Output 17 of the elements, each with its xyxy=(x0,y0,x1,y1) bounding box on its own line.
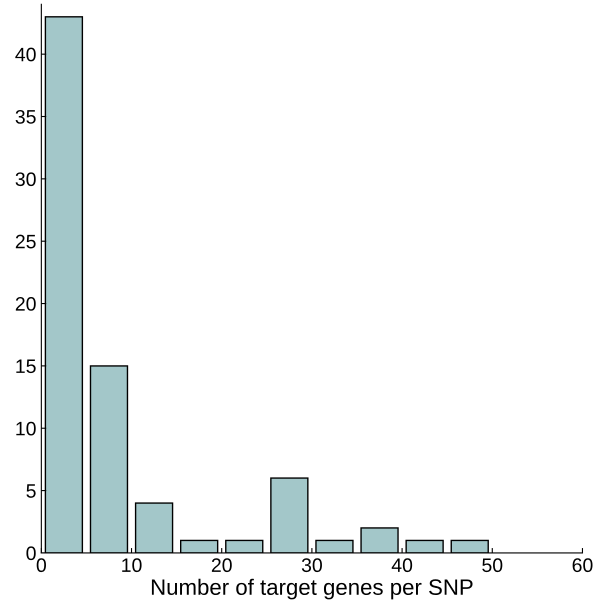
y-tick-label: 25 xyxy=(16,234,36,248)
x-tick-label: 20 xyxy=(212,558,232,572)
y-tick-label: 5 xyxy=(26,484,36,498)
y-tick-label: 20 xyxy=(16,297,36,311)
x-tick-label: 0 xyxy=(36,558,46,572)
y-tick-label: 35 xyxy=(16,110,36,124)
x-tick-label: 50 xyxy=(482,558,502,572)
x-axis-title: Number of target genes per SNP xyxy=(152,578,473,600)
y-tick-label: 15 xyxy=(16,360,36,374)
x-tick-label: 30 xyxy=(302,558,322,572)
y-tick-label: 0 xyxy=(26,546,36,560)
y-tick-label: 30 xyxy=(16,172,36,186)
y-tick-label: 10 xyxy=(16,422,36,436)
x-tick-label: 40 xyxy=(392,558,412,572)
x-tick-label: 60 xyxy=(572,558,593,572)
y-tick-label: 40 xyxy=(15,48,36,62)
x-tick-label: 10 xyxy=(122,558,142,572)
